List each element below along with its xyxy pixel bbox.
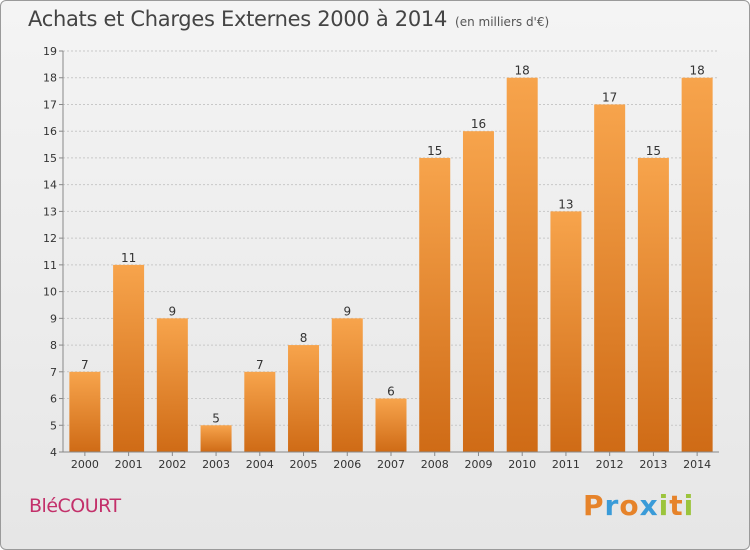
y-tick-label: 6 — [50, 393, 57, 406]
bar-2009 — [462, 131, 494, 452]
logo-letter: P — [583, 489, 605, 522]
bar-2014 — [681, 77, 713, 452]
logo-letter: o — [619, 489, 640, 522]
bar-2005 — [288, 345, 320, 452]
y-tick-label: 12 — [43, 232, 57, 245]
y-tick-label: 9 — [50, 312, 57, 325]
x-tick-label-2013: 2013 — [639, 458, 667, 471]
data-label-2014: 18 — [689, 64, 704, 78]
bar-2013 — [637, 157, 669, 452]
bar-2012 — [594, 104, 626, 452]
x-tick-label-2007: 2007 — [377, 458, 405, 471]
chart-title: Achats et Charges Externes 2000 à 2014 (e… — [28, 7, 549, 31]
data-label-2006: 9 — [343, 304, 351, 318]
bar-2006 — [331, 318, 363, 452]
data-label-2010: 18 — [515, 64, 530, 78]
bar-2004 — [244, 371, 276, 452]
proxiti-logo: Proxiti — [583, 489, 694, 522]
y-tick-label: 17 — [43, 98, 57, 111]
y-tick-label: 4 — [50, 446, 57, 459]
logo-letter: t — [669, 489, 684, 522]
bar-2010 — [506, 77, 538, 452]
y-tick-label: 11 — [43, 259, 57, 272]
data-label-2011: 13 — [558, 197, 573, 211]
y-tick-label: 10 — [43, 286, 57, 299]
data-label-2001: 11 — [121, 251, 136, 265]
x-tick-label-2003: 2003 — [202, 458, 230, 471]
x-tick-label-2010: 2010 — [508, 458, 536, 471]
bar-2008 — [419, 157, 451, 452]
x-tick-label-2011: 2011 — [552, 458, 580, 471]
y-tick-label: 18 — [43, 72, 57, 85]
x-tick-label-2014: 2014 — [683, 458, 711, 471]
data-label-2008: 15 — [427, 144, 442, 158]
data-label-2009: 16 — [471, 117, 486, 131]
data-label-2004: 7 — [256, 358, 264, 372]
data-label-2007: 6 — [387, 385, 395, 399]
bar-2003 — [200, 425, 232, 452]
data-label-2003: 5 — [212, 411, 220, 425]
data-label-2013: 15 — [646, 144, 661, 158]
axis-layer: 4 5 6 7 8 9 10 11 12 13 14 15 16 17 18 19 2000 2001 2002 20… — [43, 45, 719, 471]
y-tick-label: 5 — [50, 419, 57, 432]
x-tick-label-2012: 2012 — [596, 458, 624, 471]
y-tick-label: 8 — [50, 339, 57, 352]
bar-layer — [69, 77, 713, 452]
logo-letter: r — [604, 489, 620, 522]
y-tick-label: 13 — [43, 205, 57, 218]
y-tick-label: 14 — [43, 179, 57, 192]
x-tick-label-2000: 2000 — [71, 458, 99, 471]
bar-2002 — [156, 318, 188, 452]
bar-2000 — [69, 371, 101, 452]
data-label-2002: 9 — [169, 304, 177, 318]
bar-2001 — [113, 264, 145, 452]
x-tick-label-2005: 2005 — [290, 458, 318, 471]
chart-unit: (en milliers d'€) — [455, 15, 550, 29]
y-tick-label: 7 — [50, 366, 57, 379]
town-name: BléCOURT — [29, 495, 121, 517]
logo-letter: i — [658, 489, 670, 522]
bar-2011 — [550, 211, 582, 452]
data-label-2000: 7 — [81, 358, 89, 372]
y-tick-label: 19 — [43, 45, 57, 58]
x-tick-label-2009: 2009 — [464, 458, 492, 471]
chart-title-text: Achats et Charges Externes 2000 à 2014 — [28, 7, 448, 31]
data-label-2005: 8 — [300, 331, 308, 345]
x-tick-label-2008: 2008 — [421, 458, 449, 471]
x-tick-label-2006: 2006 — [333, 458, 361, 471]
y-tick-label: 15 — [43, 152, 57, 165]
logo-letter: i — [683, 489, 695, 522]
logo-letter: x — [639, 489, 659, 522]
x-tick-label-2001: 2001 — [115, 458, 143, 471]
x-tick-label-2004: 2004 — [246, 458, 274, 471]
bar-2007 — [375, 398, 407, 452]
x-tick-label-2002: 2002 — [158, 458, 186, 471]
data-label-2012: 17 — [602, 90, 617, 104]
label-layer: 7 11 9 5 7 8 9 6 15 16 18 13 17 15 18 — [81, 64, 705, 426]
y-tick-label: 16 — [43, 125, 57, 138]
